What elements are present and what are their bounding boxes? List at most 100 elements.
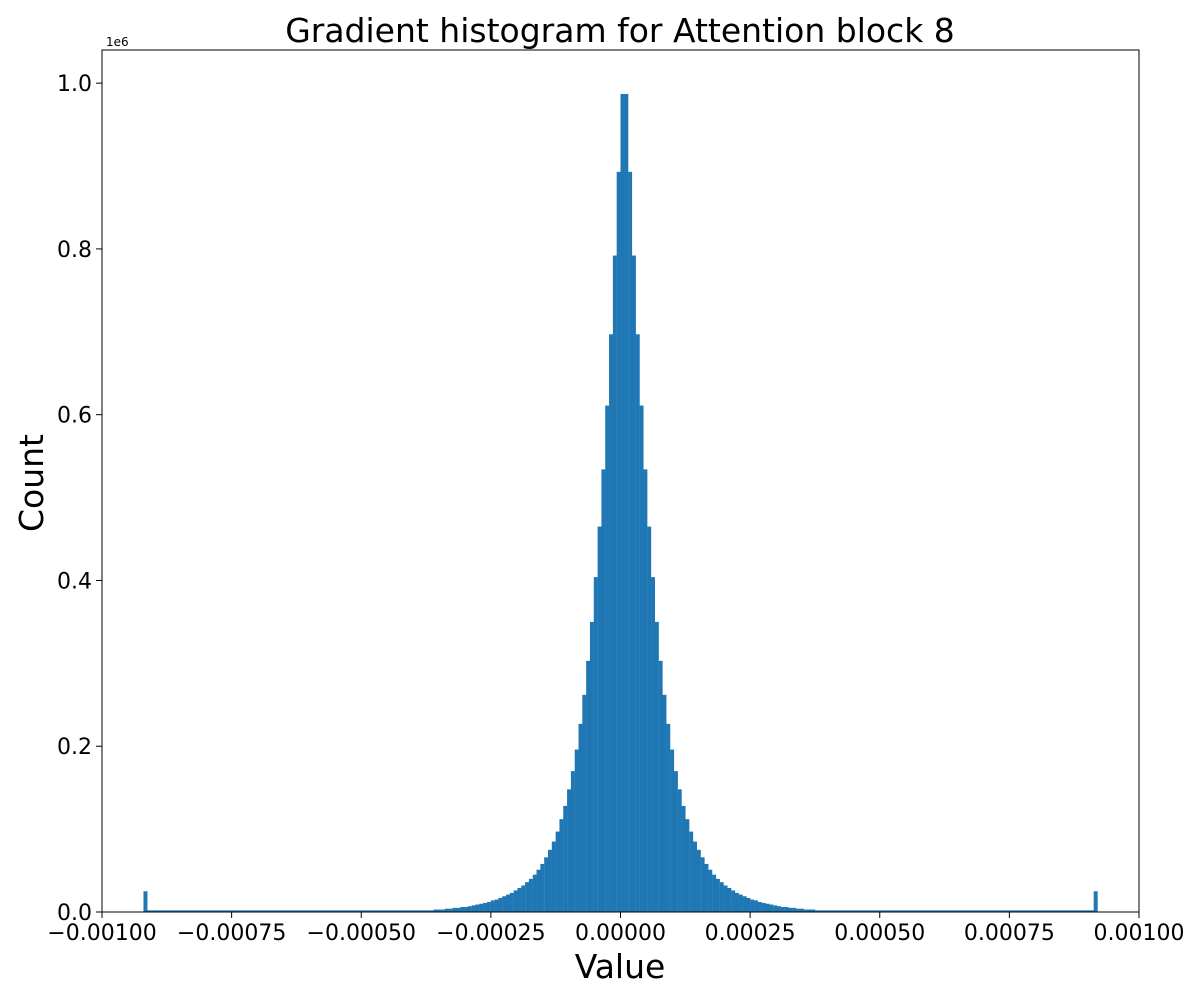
histogram-bar bbox=[166, 910, 171, 912]
histogram-bar bbox=[330, 910, 335, 912]
histogram-bar bbox=[361, 910, 365, 912]
y-tick-label: 0.0 bbox=[57, 901, 92, 926]
histogram-bar bbox=[1063, 910, 1068, 912]
histogram-bar bbox=[345, 910, 350, 912]
histogram-bar bbox=[589, 621, 594, 912]
histogram-bar bbox=[227, 910, 232, 912]
histogram-bar bbox=[380, 910, 385, 912]
histogram-bar bbox=[506, 894, 510, 912]
histogram-bar bbox=[448, 908, 453, 912]
histogram-bar bbox=[414, 910, 419, 912]
histogram-bar bbox=[750, 899, 755, 912]
histogram-bar bbox=[811, 909, 816, 912]
histogram-bar bbox=[902, 910, 907, 912]
histogram-bar bbox=[734, 892, 739, 912]
histogram-bar bbox=[444, 908, 449, 912]
histogram-bar bbox=[174, 910, 178, 912]
histogram-bar bbox=[967, 910, 972, 912]
histogram-bar bbox=[956, 910, 961, 912]
histogram-bar bbox=[1013, 910, 1018, 912]
histogram-bar bbox=[864, 910, 869, 912]
histogram-bar bbox=[490, 900, 495, 912]
histogram-bar bbox=[204, 910, 209, 912]
histogram-bar bbox=[471, 905, 476, 912]
histogram-bar bbox=[933, 910, 938, 912]
histogram-bar bbox=[937, 910, 942, 912]
histogram-bar bbox=[357, 910, 362, 912]
histogram-bar bbox=[773, 905, 778, 912]
histogram-bar bbox=[353, 910, 358, 912]
histogram-bar bbox=[1005, 910, 1010, 912]
histogram-bar bbox=[338, 910, 343, 912]
histogram-bar bbox=[841, 910, 846, 912]
histogram-bar bbox=[410, 910, 415, 912]
x-tick-label: 0.00075 bbox=[964, 921, 1055, 946]
histogram-bar bbox=[1074, 910, 1079, 912]
histogram-bar bbox=[693, 841, 697, 912]
y-tick-label: 1.0 bbox=[57, 72, 92, 97]
histogram-bar bbox=[1089, 910, 1094, 912]
histogram-bar bbox=[860, 910, 865, 912]
histogram-bar bbox=[544, 857, 549, 912]
histogram-bar bbox=[960, 910, 965, 912]
histogram-bar bbox=[1028, 910, 1033, 912]
histogram-bar bbox=[662, 694, 667, 912]
histogram-bar bbox=[502, 896, 507, 912]
histogram-bar bbox=[715, 878, 720, 912]
histogram-bar bbox=[151, 910, 156, 912]
histogram-bar bbox=[738, 894, 743, 912]
histogram-bar bbox=[215, 910, 220, 912]
histogram-bar bbox=[899, 910, 904, 912]
histogram-bar bbox=[986, 910, 991, 912]
histogram-bar bbox=[880, 910, 884, 912]
histogram-bar bbox=[280, 910, 285, 912]
histogram-bar bbox=[651, 577, 655, 912]
histogram-bar bbox=[1047, 910, 1052, 912]
histogram-bar bbox=[643, 469, 648, 912]
histogram-bar bbox=[1059, 910, 1064, 912]
histogram-bar bbox=[437, 909, 442, 912]
histogram-bar bbox=[460, 907, 465, 912]
histogram-bar bbox=[158, 910, 163, 912]
histogram-bar bbox=[387, 910, 392, 912]
histogram-bar bbox=[189, 910, 194, 912]
histogram-bar bbox=[944, 910, 949, 912]
histogram-bar bbox=[219, 910, 224, 912]
histogram-bar bbox=[402, 910, 407, 912]
histogram-bar bbox=[612, 255, 617, 913]
histogram-bar bbox=[277, 910, 282, 912]
histogram-bar bbox=[948, 910, 953, 912]
histogram-bar bbox=[288, 910, 293, 912]
histogram-bar bbox=[597, 526, 602, 912]
histogram-bar bbox=[799, 908, 804, 912]
histogram-bar bbox=[891, 910, 896, 912]
histogram-bar bbox=[731, 890, 736, 912]
histogram-bar bbox=[208, 910, 213, 912]
x-tick-label: 0.00100 bbox=[1094, 921, 1185, 946]
y-tick-label: 0.4 bbox=[57, 569, 92, 594]
histogram-bar bbox=[368, 910, 373, 912]
histogram-bar bbox=[1093, 891, 1098, 912]
histogram-bar bbox=[593, 577, 598, 912]
histogram-bar bbox=[746, 897, 751, 912]
histogram-bar bbox=[372, 910, 377, 912]
histogram-bar bbox=[1066, 910, 1071, 912]
histogram-bar bbox=[154, 910, 159, 912]
histogram-bar bbox=[1017, 910, 1022, 912]
histogram-bar bbox=[284, 910, 289, 912]
histogram-bar bbox=[673, 771, 678, 912]
histogram-bar bbox=[654, 621, 659, 912]
histogram-bar bbox=[1086, 910, 1091, 912]
histogram-bar bbox=[1044, 910, 1049, 912]
histogram-bar bbox=[235, 910, 240, 912]
histogram-bar bbox=[1051, 910, 1056, 912]
histogram-bar bbox=[238, 910, 243, 912]
histogram-bar bbox=[1036, 910, 1041, 912]
histogram-bar bbox=[914, 910, 919, 912]
histogram-bar bbox=[441, 909, 446, 912]
histogram-bar bbox=[769, 904, 774, 912]
histogram-bar bbox=[1021, 910, 1026, 912]
histogram-bar bbox=[895, 910, 900, 912]
histogram-bar bbox=[212, 910, 217, 912]
histogram-bar bbox=[177, 910, 182, 912]
